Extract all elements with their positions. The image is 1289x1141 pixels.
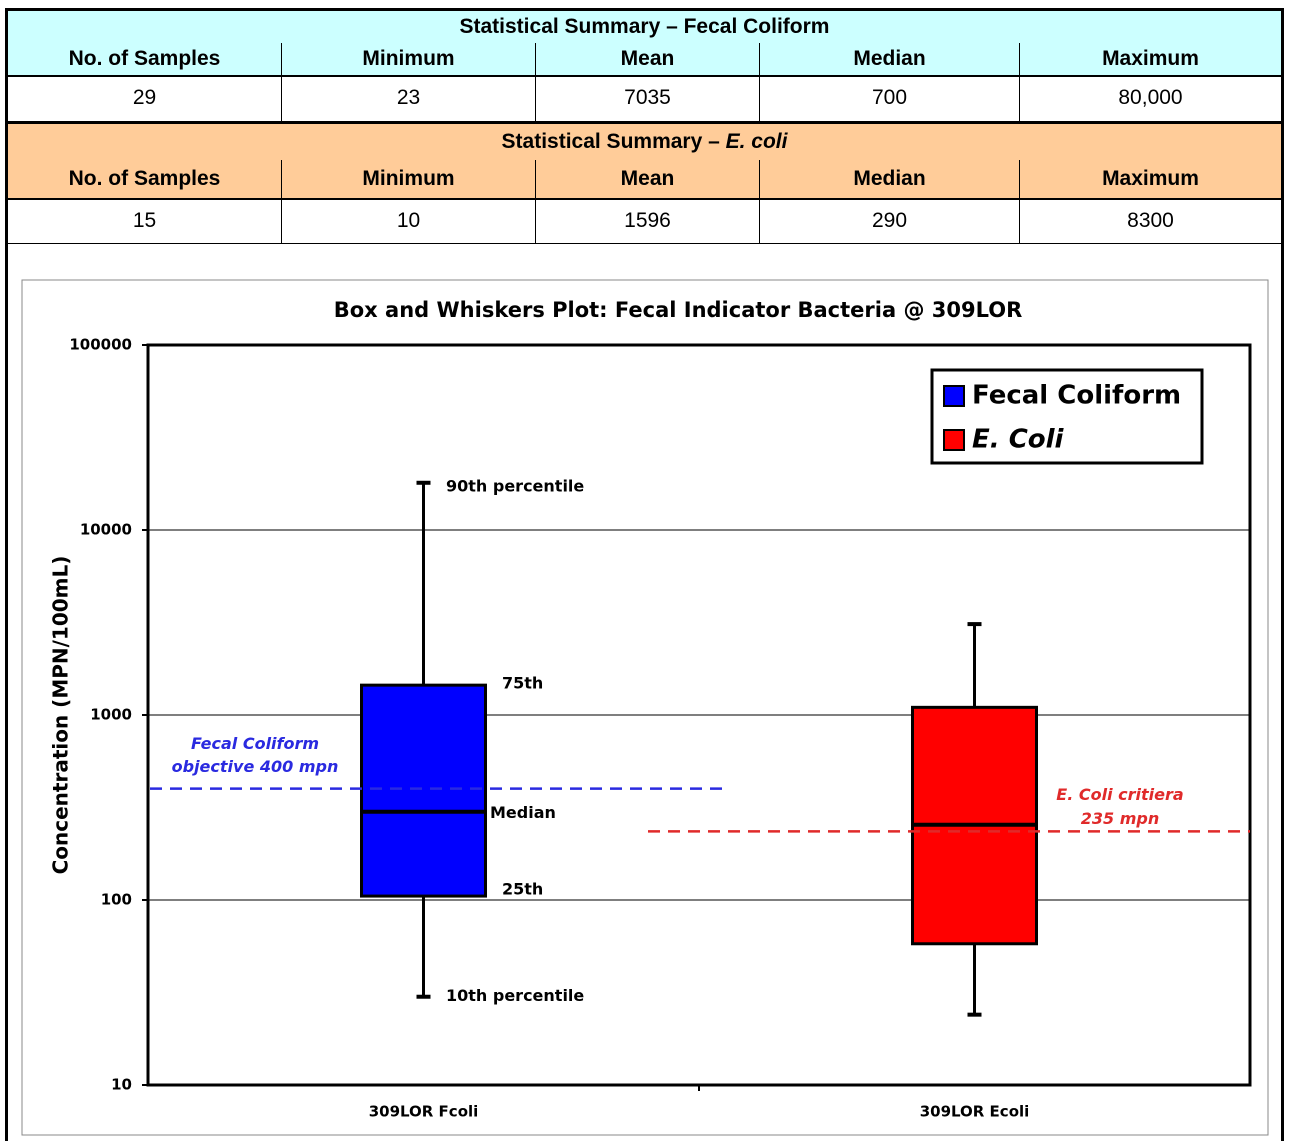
value-row: 15 10 1596 290 8300 <box>8 198 1281 244</box>
box-annotation: 75th <box>502 674 543 693</box>
reference-label: objective 400 mpn <box>172 757 339 776</box>
chart-title: Box and Whiskers Plot: Fecal Indicator B… <box>334 298 1023 322</box>
box-annotation: Median <box>490 803 556 822</box>
value-row: 29 23 7035 700 80,000 <box>8 75 1281 124</box>
value-cell: 80,000 <box>1118 86 1183 109</box>
reference-label: E. Coli critiera <box>1056 785 1183 804</box>
y-tick-label: 100 <box>101 891 132 909</box>
header-cell: Maximum <box>1102 167 1199 190</box>
x-tick-label: 309LOR Fcoli <box>369 1103 479 1121</box>
title-subject: E. coli <box>725 130 788 153</box>
reference-label: Fecal Coliform <box>191 734 319 753</box>
value-cell: 15 <box>8 198 282 243</box>
y-tick-label: 10000 <box>80 521 132 539</box>
box <box>360 683 487 898</box>
y-tick-label: 1000 <box>90 706 132 724</box>
y-tick-label: 10 <box>111 1076 132 1094</box>
box-annotation: 25th <box>502 880 543 899</box>
legend-label: Fecal Coliform <box>972 381 1181 411</box>
header-row: No. of Samples Minimum Mean Median Maximum <box>8 43 1281 77</box>
chart: Box and Whiskers Plot: Fecal Indicator B… <box>21 279 1269 1136</box>
value-cell: 1596 <box>536 198 760 243</box>
value-cell: 8300 <box>1127 208 1174 232</box>
header-cell: Median <box>760 43 1020 75</box>
table-title-row: Statistical Summary – Fecal Coliform <box>8 11 1281 45</box>
header-cell: Median <box>760 160 1020 198</box>
legend-swatch <box>943 429 965 451</box>
reference-label: 235 mpn <box>1081 809 1159 828</box>
table-title-row: Statistical Summary – E. coli <box>8 124 1281 162</box>
header-cell: No. of Samples <box>8 43 282 75</box>
header-cell: Mean <box>536 43 760 75</box>
title-subject: Fecal Coliform <box>683 15 830 38</box>
value-cell: 7035 <box>536 75 760 121</box>
header-row: No. of Samples Minimum Mean Median Maximum <box>8 160 1281 200</box>
legend-box <box>930 368 1204 465</box>
value-cell: 23 <box>282 75 536 121</box>
x-tick-label: 309LOR Ecoli <box>920 1103 1030 1121</box>
header-cell: Maximum <box>1102 47 1199 70</box>
table-title: Statistical Summary – E. coli <box>8 124 1281 160</box>
box-annotation: 10th percentile <box>446 986 584 1005</box>
table-title: Statistical Summary – Fecal Coliform <box>8 11 1281 43</box>
header-cell: Minimum <box>282 43 536 75</box>
value-cell: 700 <box>760 75 1020 121</box>
value-cell: 29 <box>8 75 282 121</box>
title-prefix: Statistical Summary – <box>459 15 678 38</box>
box-annotation: 90th percentile <box>446 476 584 495</box>
value-cell: 10 <box>282 198 536 243</box>
y-axis-label: Concentration (MPN/100mL) <box>49 556 73 875</box>
header-cell: No. of Samples <box>8 160 282 198</box>
header-cell: Minimum <box>282 160 536 198</box>
frame <box>5 8 1284 1141</box>
legend-label: E. Coli <box>972 425 1065 455</box>
header-cell: Mean <box>536 160 760 198</box>
title-prefix: Statistical Summary – <box>501 130 720 153</box>
value-cell: 290 <box>760 198 1020 243</box>
y-tick-label: 100000 <box>69 336 132 354</box>
legend-swatch <box>943 385 965 407</box>
